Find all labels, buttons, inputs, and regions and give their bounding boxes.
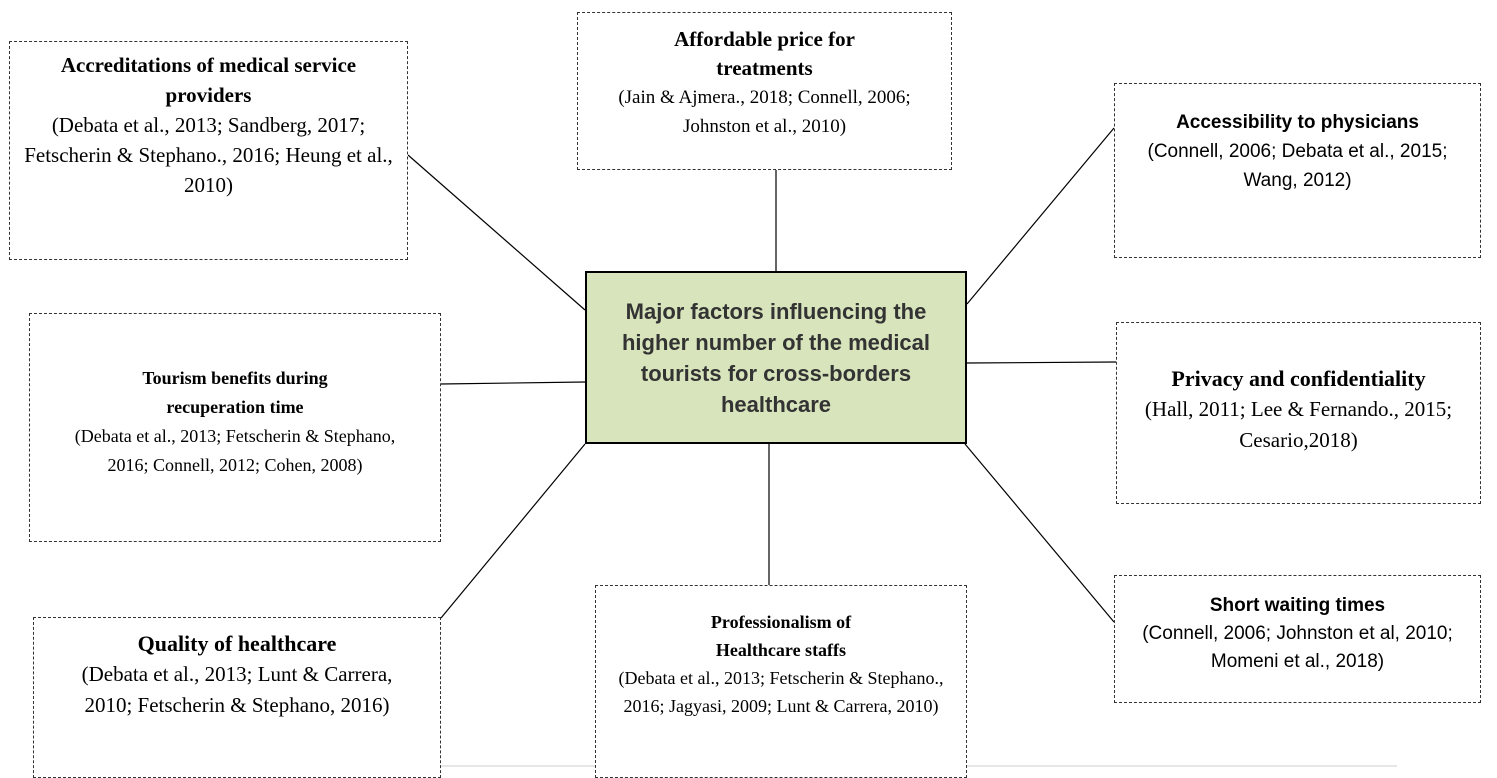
connector xyxy=(964,443,1115,623)
node-title: Short waiting times xyxy=(1209,595,1386,616)
center-node: Major factors influencing the higher num… xyxy=(585,271,967,444)
center-label: Major factors influencing the higher num… xyxy=(621,298,931,417)
node-title: Accessibility to physicians xyxy=(1176,112,1419,133)
connector xyxy=(407,154,586,311)
factor-node: Accessibility to physicians (Connell, 20… xyxy=(1114,83,1481,258)
factor-node: Privacy and confidentiality (Hall, 2011;… xyxy=(1116,322,1481,504)
node-refs: (Debata et al., 2013; Sandberg, 2017; Fe… xyxy=(24,113,393,197)
node-title: Privacy and confidentiality xyxy=(1171,366,1426,391)
factor-node: Tourism benefits during recuperation tim… xyxy=(29,313,441,542)
factor-node: Accreditations of medical service provid… xyxy=(9,41,408,260)
node-title: Professionalism of Healthcare staffs xyxy=(710,612,852,660)
node-refs: (Connell, 2006; Johnston et al, 2010; Mo… xyxy=(1142,623,1453,672)
connector xyxy=(440,381,586,385)
node-refs: (Debata et al., 2013; Fetscherin & Steph… xyxy=(74,426,396,475)
connector xyxy=(966,361,1117,364)
connector xyxy=(440,443,586,619)
node-refs: (Jain & Ajmera., 2018; Connell, 2006; Jo… xyxy=(618,87,911,137)
node-title: Affordable price for treatments xyxy=(674,27,855,80)
factor-node: Professionalism of Healthcare staffs (De… xyxy=(595,585,967,778)
node-refs: (Hall, 2011; Lee & Fernando., 2015; Cesa… xyxy=(1144,397,1453,452)
connector xyxy=(966,127,1115,305)
factor-node: Affordable price for treatments (Jain & … xyxy=(577,12,952,170)
node-refs: (Connell, 2006; Debata et al., 2015; Wan… xyxy=(1147,141,1448,191)
connector-lines xyxy=(407,127,1117,623)
node-title: Tourism benefits during recuperation tim… xyxy=(142,368,328,417)
node-refs: (Debata et al., 2013; Lunt & Carrera, 20… xyxy=(81,662,393,717)
factor-node: Short waiting times (Connell, 2006; John… xyxy=(1114,575,1481,703)
factor-node: Quality of healthcare (Debata et al., 20… xyxy=(33,617,441,778)
node-title: Quality of healthcare xyxy=(137,631,337,656)
node-refs: (Debata et al., 2013; Fetscherin & Steph… xyxy=(618,668,944,716)
node-title: Accreditations of medical service provid… xyxy=(60,53,357,107)
